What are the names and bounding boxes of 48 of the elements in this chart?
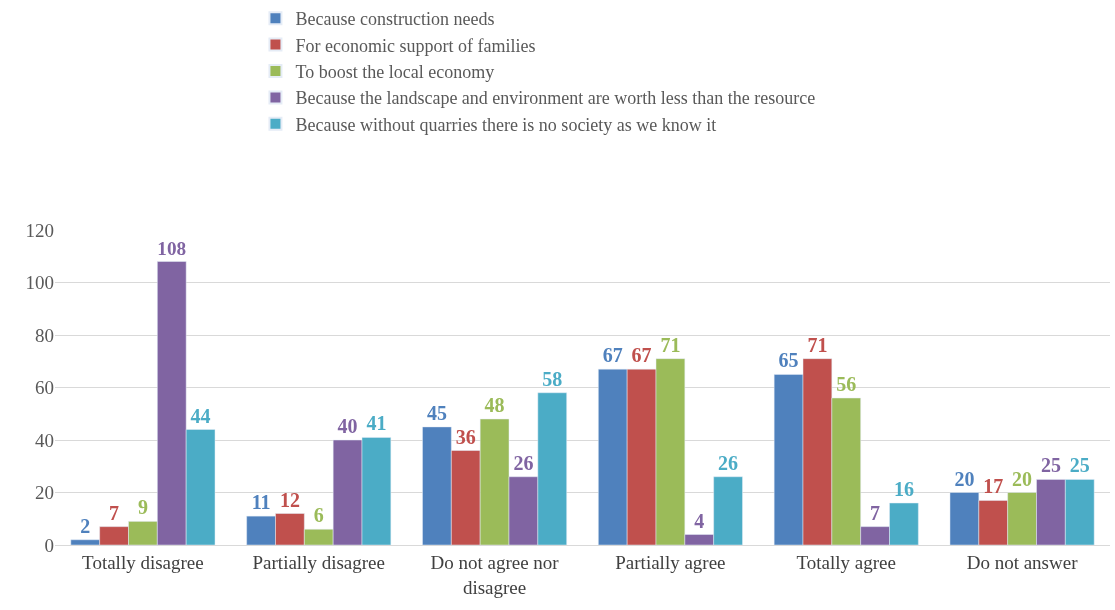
y-tick-label: 120	[25, 219, 54, 241]
data-label: 6	[313, 504, 324, 527]
y-tick-label: 0	[44, 534, 54, 556]
data-label: 4	[694, 509, 705, 532]
y-tick-label: 100	[25, 272, 54, 294]
x-tick-label: Do not agree nor disagree	[430, 551, 560, 598]
legend-label: For economic support of families	[295, 35, 536, 56]
y-tick-label: 60	[35, 377, 54, 399]
data-label: 25	[1040, 454, 1061, 477]
data-label: 2	[80, 514, 91, 537]
data-label: 65	[778, 349, 799, 372]
data-label: 7	[870, 501, 881, 524]
data-label: 9	[137, 496, 148, 519]
legend-label: Because construction needs	[295, 9, 495, 30]
legend-label: Because the landscape and environment are worth less than the resource	[295, 88, 816, 109]
x-tick-label: Do not answer	[966, 551, 1079, 573]
data-label: 41	[366, 412, 387, 435]
x-tick-label: Partially agree	[615, 551, 726, 573]
data-label: 56	[836, 373, 857, 395]
data-label: 45	[426, 401, 447, 424]
y-tick-label: 80	[35, 324, 54, 346]
data-label: 67	[602, 344, 623, 367]
data-label: 44	[190, 404, 211, 427]
data-label: 36	[455, 425, 476, 448]
data-label: 71	[660, 333, 681, 356]
legend-label: Because without quarries there is no society as we know it	[295, 114, 717, 135]
data-label: 67	[631, 344, 652, 367]
data-label: 12	[279, 488, 300, 511]
data-label: 48	[484, 394, 505, 416]
data-label: 17	[983, 475, 1004, 498]
x-tick-label: Partially disagree	[252, 551, 385, 573]
data-label: 71	[807, 333, 828, 356]
y-tick-label: 40	[35, 429, 54, 451]
data-label: 7	[109, 501, 120, 524]
data-label: 16	[893, 478, 914, 500]
x-tick-label: Totally agree	[796, 551, 896, 573]
data-label: 108	[157, 237, 187, 259]
data-label: 20	[954, 467, 975, 490]
x-tick-label: Totally disagree	[82, 551, 204, 573]
y-tick-label: 20	[35, 482, 54, 504]
data-label: 58	[542, 367, 563, 390]
data-label: 26	[718, 451, 739, 474]
data-label: 25	[1069, 454, 1090, 477]
data-label: 40	[337, 415, 358, 437]
data-label: 20	[1012, 467, 1033, 490]
data-label: 26	[513, 451, 534, 474]
legend-label: To boost the local economy	[295, 62, 495, 83]
data-label: 11	[251, 491, 271, 514]
